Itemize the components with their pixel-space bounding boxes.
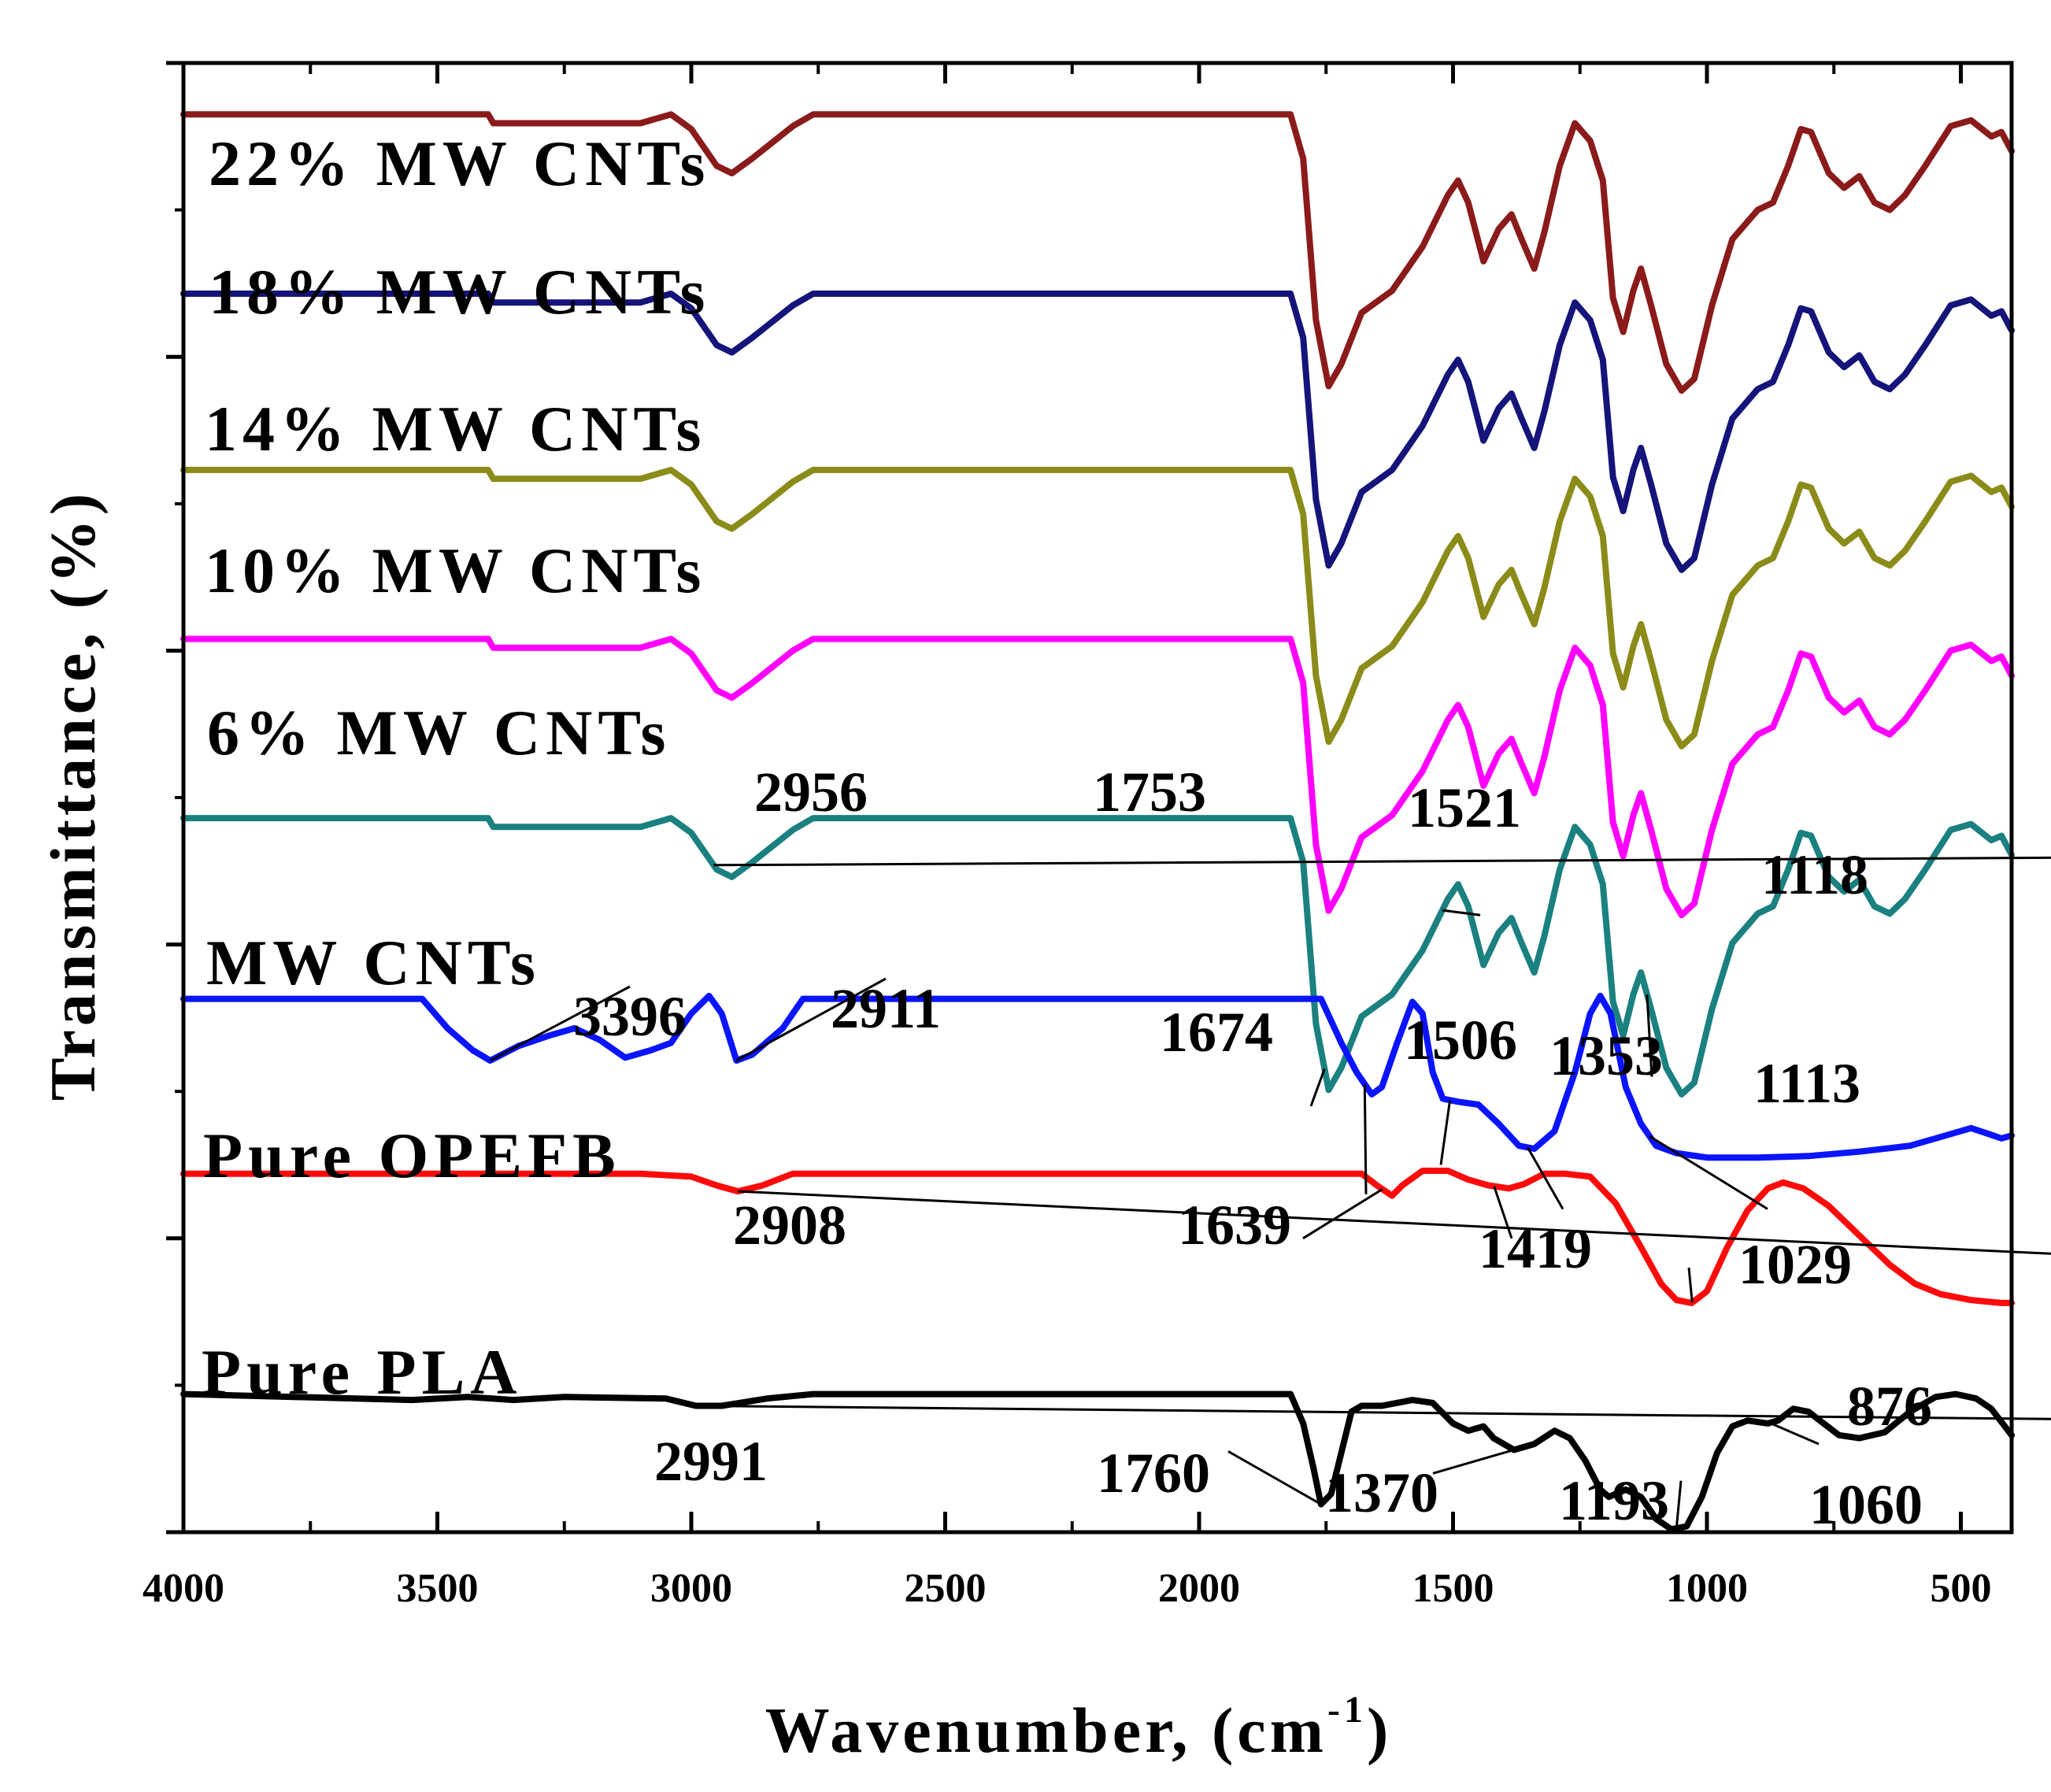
series-layer xyxy=(180,111,2015,1533)
x-tick-label-2000: 2000 xyxy=(1158,1566,1240,1611)
x-tick-label-1000: 1000 xyxy=(1666,1566,1748,1611)
peak-label-1419: 1419 xyxy=(1479,1217,1592,1280)
series-label-layer: 22% MW CNTs 18% MW CNTs 14% MW CNTs 10% MW … xyxy=(202,128,710,1408)
series-line-22pct-mwcnts xyxy=(180,111,2015,394)
peak-leader-1521 xyxy=(1442,909,1481,916)
x-tick-label-3000: 3000 xyxy=(650,1566,732,1611)
peak-leader-1760 xyxy=(1227,1450,1322,1505)
peak-label-2991: 2991 xyxy=(654,1430,768,1493)
x-tick-label-500: 500 xyxy=(1931,1566,1992,1611)
peak-label-1753: 1753 xyxy=(1093,761,1206,824)
series-line-pure-opefb xyxy=(180,1168,2015,1306)
series-label-6pct-mwcnts: 6% MW CNTs xyxy=(207,697,671,768)
series-label-18pct-mwcnts: 18% MW CNTs xyxy=(209,256,710,328)
peak-label-2911: 2911 xyxy=(831,977,941,1040)
x-axis-title: Wavenumber, (cm-1) xyxy=(765,1689,1393,1766)
series-line-14pct-mwcnts xyxy=(180,466,2015,750)
peak-label-1506: 1506 xyxy=(1404,1009,1517,1072)
peak-leader-1639 xyxy=(1302,1188,1383,1240)
peak-leader-1353 xyxy=(1526,1146,1564,1210)
series-line-6pct-mwcnts xyxy=(180,815,2015,1098)
x-axis-title-superscript: -1 xyxy=(1327,1689,1367,1731)
series-label-22pct-mwcnts: 22% MW CNTs xyxy=(209,128,710,199)
series-label-pure-opefb: Pure OPEFB xyxy=(203,1120,621,1191)
peak-leader-1060 xyxy=(1675,1480,1683,1529)
x-axis-title-main: Wavenumber, (cm xyxy=(765,1694,1327,1766)
peak-label-1639: 1639 xyxy=(1178,1194,1291,1257)
series-label-10pct-mwcnts: 10% MW CNTs xyxy=(205,535,706,606)
peak-leader-1193 xyxy=(1593,1479,1610,1498)
series-label-mwcnts: MW CNTs xyxy=(206,927,541,998)
series-line-18pct-mwcnts xyxy=(180,291,2015,573)
y-axis-title: Transmittance, (%) xyxy=(37,490,109,1101)
x-tick-label-4000: 4000 xyxy=(143,1566,224,1611)
series-line-10pct-mwcnts xyxy=(180,635,2015,919)
peak-label-1521: 1521 xyxy=(1408,776,1521,839)
peak-label-1029: 1029 xyxy=(1738,1233,1852,1296)
peak-leader-2956 xyxy=(713,856,2051,867)
peak-annotation-layer: 2956 1753 1521 1118 3396 2911 1674 1506 1353 1113… xyxy=(489,761,2051,1536)
peak-leader-1113 xyxy=(1649,1135,1768,1210)
peak-leader-1029 xyxy=(1687,1267,1694,1303)
peak-label-1370: 1370 xyxy=(1325,1461,1438,1524)
peak-label-1118: 1118 xyxy=(1761,843,1868,906)
peak-label-1760: 1760 xyxy=(1097,1442,1210,1505)
peak-label-1193: 1193 xyxy=(1559,1469,1669,1532)
peak-leader-3396 xyxy=(489,985,631,1062)
peak-label-1353: 1353 xyxy=(1549,1024,1663,1087)
series-line-pure-pla xyxy=(180,1390,2015,1533)
peak-label-1674: 1674 xyxy=(1160,1001,1273,1064)
peak-leader-2991 xyxy=(695,1405,2051,1420)
peak-label-3396: 3396 xyxy=(573,985,687,1048)
peak-leader-1674 xyxy=(1363,1083,1368,1194)
tick-layer: 4000 3500 3000 2500 2000 1500 1000 500 xyxy=(143,61,1992,1611)
peak-label-1113: 1113 xyxy=(1753,1052,1860,1115)
x-tick-label-2500: 2500 xyxy=(905,1566,987,1611)
peak-label-1060: 1060 xyxy=(1809,1473,1923,1536)
series-label-pure-pla: Pure PLA xyxy=(202,1336,523,1408)
series-label-14pct-mwcnts: 14% MW CNTs xyxy=(205,393,706,465)
x-tick-label-1500: 1500 xyxy=(1412,1566,1494,1611)
peak-leader-876 xyxy=(1769,1421,1820,1446)
peak-label-876: 876 xyxy=(1847,1375,1932,1438)
x-tick-label-3500: 3500 xyxy=(397,1566,479,1611)
peak-label-2956: 2956 xyxy=(754,761,868,824)
peak-leader-2908 xyxy=(738,1190,2051,1255)
x-axis-title-close: ) xyxy=(1367,1694,1392,1766)
peak-leader-1118 xyxy=(1646,994,1653,1077)
peak-leader-1753 xyxy=(1309,1068,1326,1107)
peak-leader-1419 xyxy=(1493,1186,1513,1239)
peak-leader-1370 xyxy=(1432,1447,1520,1475)
peak-label-2908: 2908 xyxy=(733,1194,846,1257)
series-line-mwcnts xyxy=(180,992,2015,1161)
peak-leader-1506 xyxy=(1439,1100,1452,1165)
peak-leader-2911 xyxy=(735,977,887,1062)
